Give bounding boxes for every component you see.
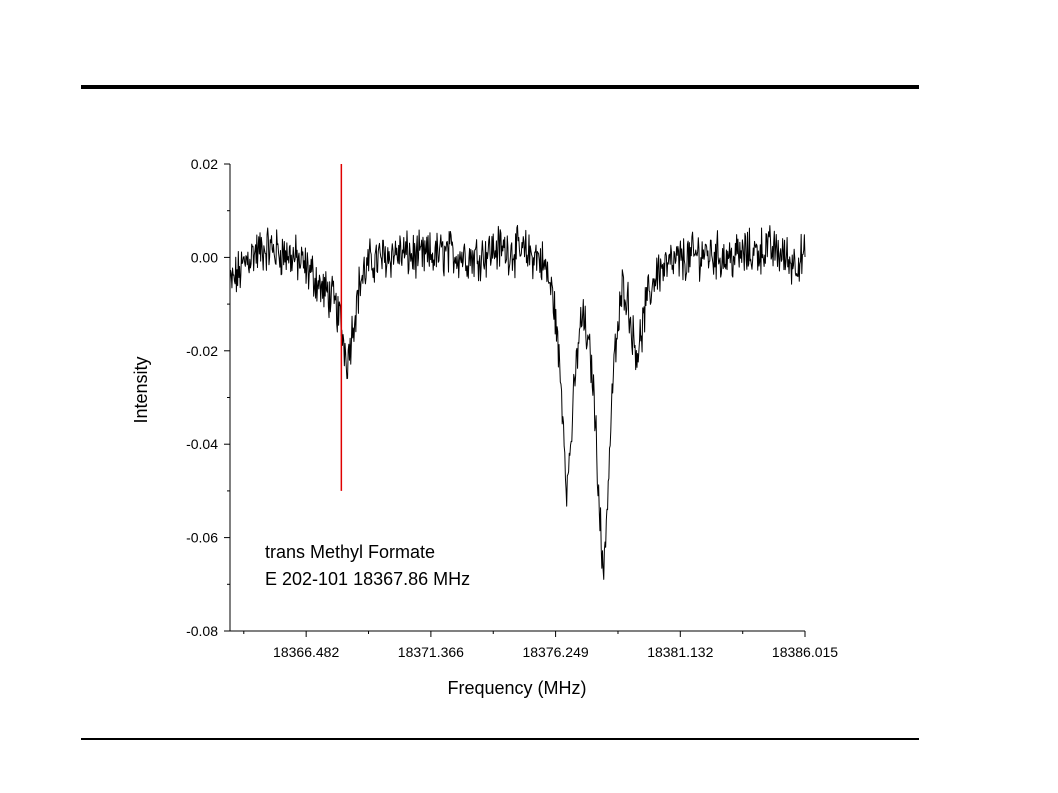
y-axis-label: Intensity bbox=[131, 356, 151, 423]
bottom-rule bbox=[81, 738, 919, 740]
y-tick-label: -0.08 bbox=[186, 623, 218, 639]
top-rule bbox=[81, 85, 919, 89]
x-tick-label: 18386.015 bbox=[772, 644, 838, 660]
x-axis-label: Frequency (MHz) bbox=[447, 678, 586, 698]
x-tick-label: 18366.482 bbox=[273, 644, 339, 660]
annotation-line-2: E 202-101 18367.86 MHz bbox=[265, 569, 470, 589]
spectrum-series-line bbox=[229, 224, 806, 580]
series-layer bbox=[229, 224, 806, 580]
annotation-line-1: trans Methyl Formate bbox=[265, 542, 435, 562]
y-tick-label: -0.04 bbox=[186, 436, 218, 452]
y-tick-label: 0.00 bbox=[191, 249, 218, 265]
y-tick-label: 0.02 bbox=[191, 156, 218, 172]
y-axis-ticks: 0.02 0.00 -0.02 -0.04 -0.06 -0.08 bbox=[186, 156, 230, 639]
x-tick-label: 18381.132 bbox=[647, 644, 713, 660]
y-tick-label: -0.02 bbox=[186, 343, 218, 359]
y-tick-label: -0.06 bbox=[186, 530, 218, 546]
x-axis-ticks: 18366.482 18371.366 18376.249 18381.132 1838… bbox=[243, 631, 838, 660]
x-tick-label: 18376.249 bbox=[522, 644, 588, 660]
x-tick-label: 18371.366 bbox=[398, 644, 464, 660]
